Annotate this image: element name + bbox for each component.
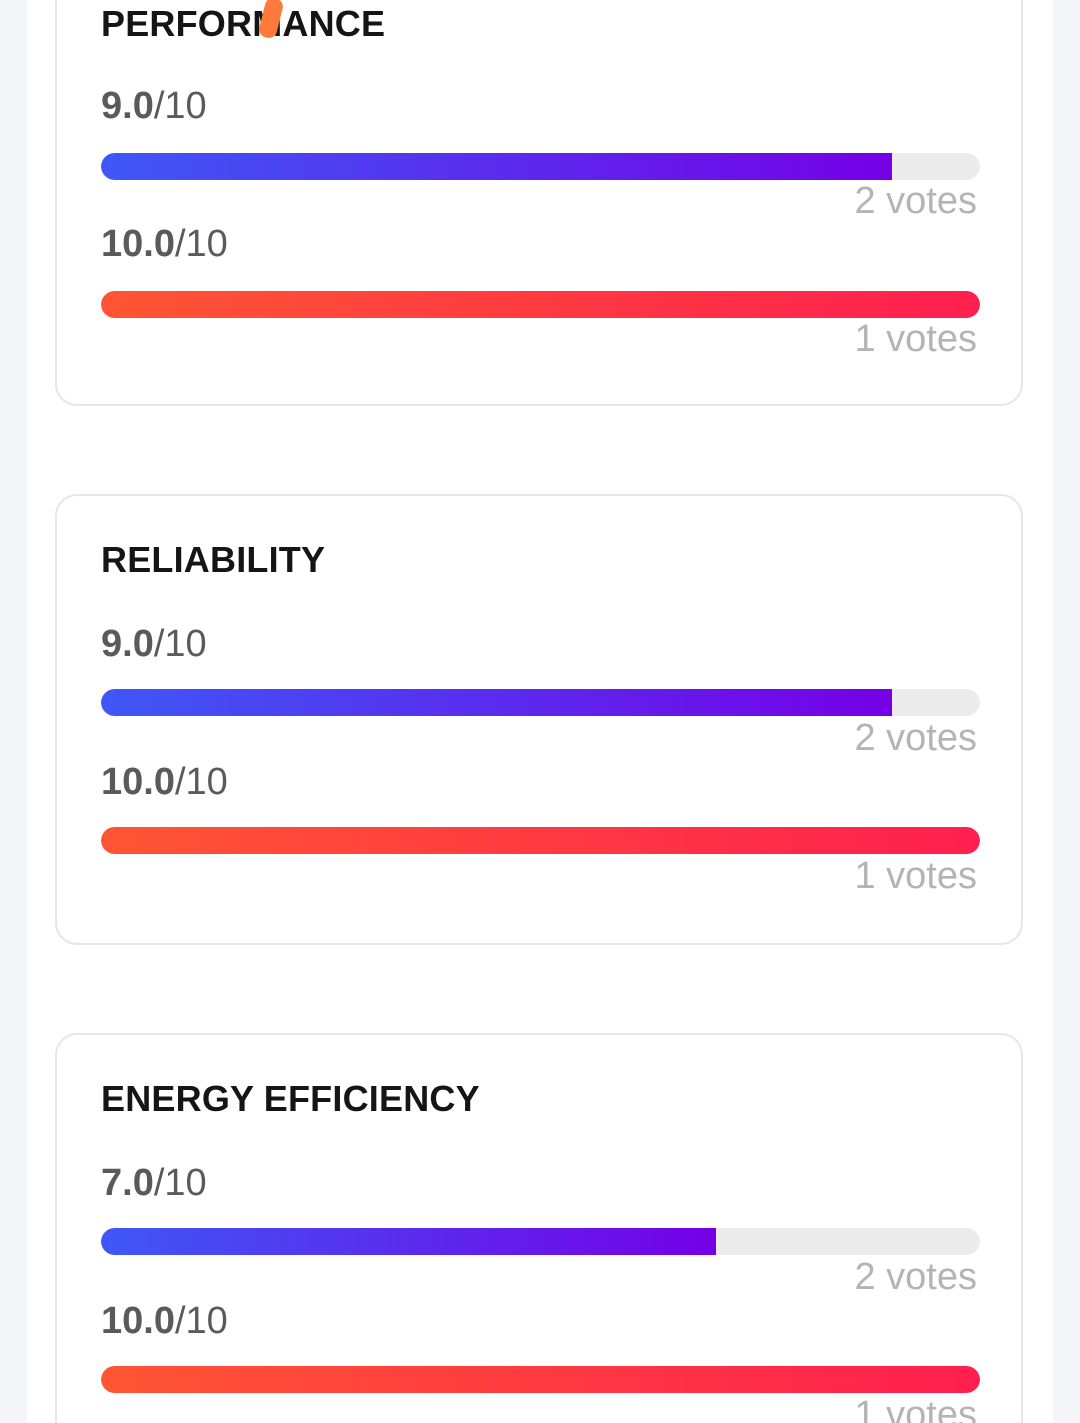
card-title: PERFORMANCE (101, 3, 386, 44)
rating-bar-fill (101, 827, 980, 854)
rating-score: 10.0/10 (101, 1300, 228, 1342)
rating-card-energy-efficiency: ENERGY EFFICIENCY 7.0/10 2 votes 10.0/10… (55, 1033, 1023, 1423)
rating-bar (101, 1228, 980, 1255)
rating-bar (101, 153, 980, 180)
vote-count: 1 votes (854, 855, 977, 897)
rating-bar (101, 689, 980, 716)
card-title: ENERGY EFFICIENCY (101, 1078, 480, 1119)
rating-bar-fill (101, 1228, 717, 1255)
rating-score: 7.0/10 (101, 1162, 207, 1204)
rating-card-reliability: RELIABILITY 9.0/10 2 votes 10.0/10 1 vot… (55, 494, 1023, 945)
rating-bar-fill (101, 689, 893, 716)
rating-bar-fill (101, 153, 893, 180)
rating-bar (101, 1366, 980, 1393)
rating-score: 10.0/10 (101, 223, 228, 265)
rating-score: 10.0/10 (101, 761, 228, 803)
rating-score: 9.0/10 (101, 85, 207, 127)
rating-bar (101, 827, 980, 854)
ratings-page: PERFORMANCE 9.0/10 2 votes 10.0/10 1 vot… (27, 0, 1053, 1423)
vote-count: 1 votes (854, 1394, 977, 1423)
vote-count: 2 votes (854, 1256, 977, 1298)
rating-card-performance: PERFORMANCE 9.0/10 2 votes 10.0/10 1 vot… (55, 0, 1023, 406)
rating-bar-fill (101, 1366, 980, 1393)
vote-count: 1 votes (854, 318, 977, 360)
card-title: RELIABILITY (101, 539, 326, 580)
rating-score: 9.0/10 (101, 623, 207, 665)
rating-bar (101, 291, 980, 318)
vote-count: 2 votes (854, 717, 977, 759)
rating-bar-fill (101, 291, 980, 318)
vote-count: 2 votes (854, 180, 977, 222)
